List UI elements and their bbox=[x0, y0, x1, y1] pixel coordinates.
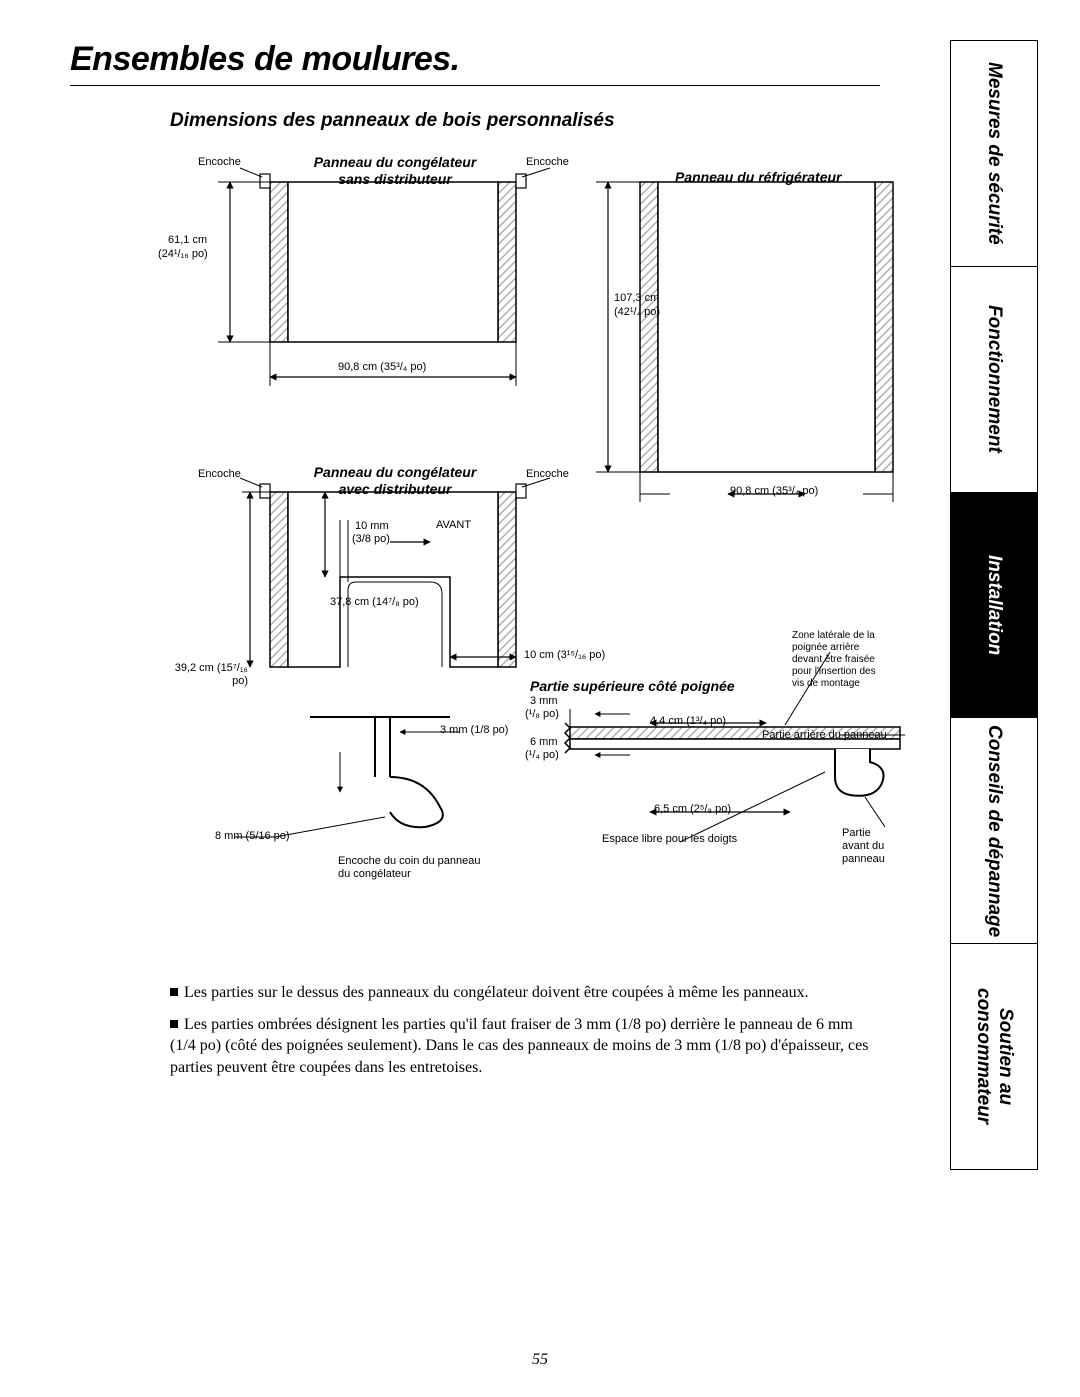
encoche-label-4: Encoche bbox=[526, 468, 569, 481]
corner-notch-1: Encoche du coin du panneau bbox=[338, 855, 481, 868]
freezer-no-disp-label-2: sans distributeur bbox=[295, 171, 495, 187]
freezer-no-disp-label-1: Panneau du congélateur bbox=[295, 154, 495, 170]
freezer-with-disp-label-1: Panneau du congélateur bbox=[295, 464, 495, 480]
zone-lat-5: vis de montage bbox=[792, 678, 860, 690]
fridge-panel-label: Panneau du réfrigérateur bbox=[675, 169, 842, 185]
encoche-label-3: Encoche bbox=[198, 468, 241, 481]
sidebar-tab-fonctionnement[interactable]: Fonctionnement bbox=[951, 267, 1037, 493]
sidebar-label: Conseils de dépannage bbox=[983, 725, 1005, 937]
front-panel-3: panneau bbox=[842, 853, 885, 866]
avant-label: AVANT bbox=[436, 519, 471, 532]
encoche-label-2: Encoche bbox=[526, 156, 569, 169]
encoche-label: Encoche bbox=[198, 156, 241, 169]
front-panel-1: Partie bbox=[842, 827, 871, 840]
dim-3mm-18: 3 mm (1/8 po) bbox=[440, 724, 508, 737]
zone-lat-3: devant être fraisée bbox=[792, 654, 875, 666]
sidebar-label: Installation bbox=[983, 555, 1005, 655]
sidebar-tab-securite[interactable]: Mesures de sécurité bbox=[951, 41, 1037, 267]
zone-lat-1: Zone latérale de la bbox=[792, 630, 875, 642]
back-panel-label: Partie arrière du panneau bbox=[762, 729, 887, 742]
bullet-icon bbox=[170, 988, 178, 996]
freezer-with-disp-label-2: avec distributeur bbox=[295, 481, 495, 497]
sidebar-tab-depannage[interactable]: Conseils de dépannage bbox=[951, 718, 1037, 944]
page-title: Ensembles de moulures. bbox=[70, 40, 880, 79]
note-1-text: Les parties sur le dessus des panneaux d… bbox=[184, 984, 809, 1001]
corner-notch-2: du congélateur bbox=[338, 868, 411, 881]
sidebar-tabs: Mesures de sécurité Fonctionnement Insta… bbox=[950, 40, 1038, 1170]
note-2: Les parties ombrées désignent les partie… bbox=[170, 1014, 880, 1079]
notes-block: Les parties sur le dessus des panneaux d… bbox=[170, 982, 880, 1078]
zone-lat-2: poignée arrière bbox=[792, 642, 859, 654]
dim-3mm: 3 mm bbox=[530, 695, 558, 708]
main-content: Ensembles de moulures. Dimensions des pa… bbox=[70, 40, 880, 1088]
sidebar-tab-soutien[interactable]: Soutien au consommateur bbox=[951, 944, 1037, 1169]
dim-107-3a: 107,3 cm bbox=[614, 292, 659, 305]
dim-4-4: 4,4 cm (1³/₄ po) bbox=[650, 715, 726, 728]
front-panel-2: avant du bbox=[842, 840, 884, 853]
handle-side-top-label: Partie supérieure côté poignée bbox=[530, 678, 735, 694]
note-1: Les parties sur le dessus des panneaux d… bbox=[170, 982, 880, 1004]
dim-37-8: 37,8 cm (14⁷/₈ po) bbox=[330, 596, 419, 609]
dim-6-5: 6,5 cm (2⁵/₈ po) bbox=[654, 803, 731, 816]
dim-6mm-b: (¹/₄ po) bbox=[525, 749, 559, 762]
bullet-icon bbox=[170, 1020, 178, 1028]
zone-lat-4: pour l'insertion des bbox=[792, 666, 876, 678]
page-subtitle: Dimensions des panneaux de bois personna… bbox=[170, 110, 880, 132]
dim-6mm: 6 mm bbox=[530, 736, 558, 749]
diagram: Encoche Panneau du congélateur sans dist… bbox=[130, 162, 930, 962]
dim-61-1b: (24¹/₁₆ po) bbox=[158, 248, 208, 261]
dim-90-8b: 90,8 cm (35³/₄ po) bbox=[730, 485, 818, 498]
finger-clearance: Espace libre pour les doigts bbox=[602, 833, 737, 846]
freezer-with-dispenser bbox=[235, 478, 550, 837]
sidebar-label: Soutien au consommateur bbox=[972, 988, 1016, 1124]
dim-61-1: 61,1 cm bbox=[168, 234, 207, 247]
dim-10mm-b: (3/8 po) bbox=[352, 533, 390, 546]
dim-8mm: 8 mm (5/16 po) bbox=[215, 830, 290, 843]
sidebar-label: Mesures de sécurité bbox=[983, 62, 1005, 245]
dim-10mm-a: 10 mm bbox=[355, 520, 389, 533]
dim-3mm-b: (¹/₈ po) bbox=[525, 708, 559, 721]
sidebar-label: Fonctionnement bbox=[983, 305, 1005, 453]
dim-39-2: 39,2 cm (15⁷/₁₆ po) bbox=[156, 662, 248, 688]
page-number: 55 bbox=[0, 1351, 1080, 1369]
note-2-text: Les parties ombrées désignent les partie… bbox=[170, 1016, 868, 1076]
title-rule bbox=[70, 85, 880, 86]
dim-90-8a: 90,8 cm (35³/₄ po) bbox=[338, 361, 426, 374]
sidebar-tab-installation[interactable]: Installation bbox=[951, 493, 1037, 719]
dim-10cm: 10 cm (3¹⁵/₁₆ po) bbox=[524, 649, 605, 662]
dim-107-3b: (42¹/₄ po) bbox=[614, 306, 660, 319]
fridge-panel bbox=[596, 182, 893, 502]
freezer-no-dispenser bbox=[218, 168, 550, 386]
